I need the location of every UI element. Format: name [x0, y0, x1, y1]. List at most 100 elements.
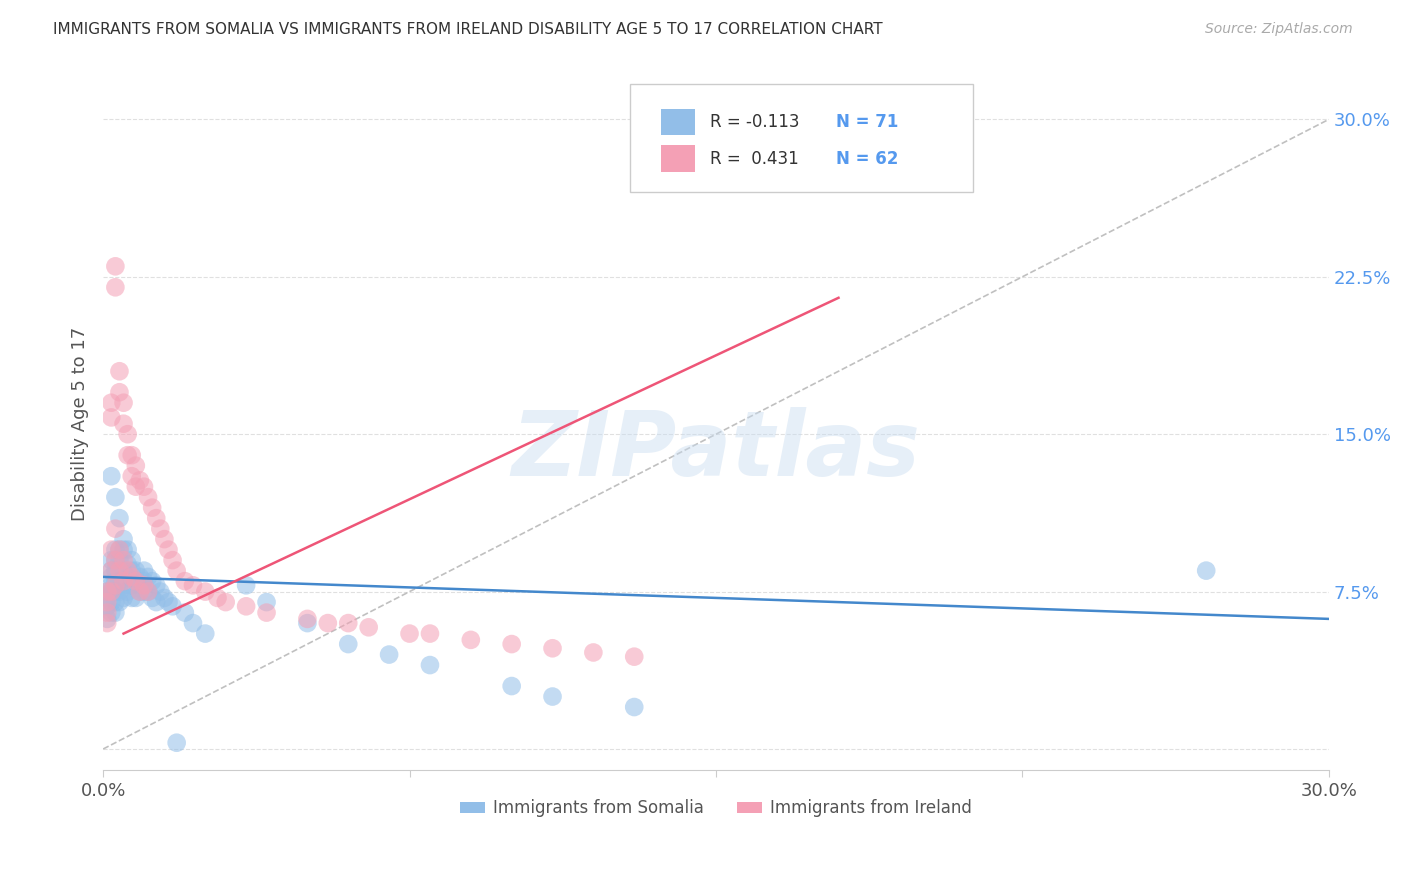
Point: [194, 584, 217, 599]
Point: [297, 616, 319, 631]
FancyBboxPatch shape: [630, 85, 973, 192]
Text: IMMIGRANTS FROM SOMALIA VS IMMIGRANTS FROM IRELAND DISABILITY AGE 5 TO 17 CORREL: IMMIGRANTS FROM SOMALIA VS IMMIGRANTS FR…: [53, 22, 883, 37]
Point: [96, 599, 118, 614]
Point: [100, 570, 122, 584]
Point: [104, 606, 127, 620]
Point: [145, 595, 167, 609]
Point: [104, 490, 127, 504]
Point: [235, 599, 257, 614]
Point: [256, 595, 278, 609]
Point: [194, 626, 217, 640]
Point: [153, 532, 176, 546]
Point: [112, 532, 135, 546]
Point: [501, 679, 523, 693]
Point: [129, 584, 152, 599]
Point: [460, 632, 482, 647]
Point: [121, 553, 143, 567]
Point: [100, 584, 122, 599]
Point: [582, 645, 605, 659]
Point: [166, 564, 188, 578]
Point: [316, 616, 339, 631]
Point: [117, 570, 139, 584]
Point: [145, 578, 167, 592]
Point: [337, 616, 360, 631]
Point: [125, 574, 148, 588]
Point: [100, 606, 122, 620]
Point: [157, 542, 180, 557]
Point: [104, 564, 127, 578]
Point: [108, 574, 131, 588]
Point: [108, 564, 131, 578]
Point: [398, 626, 420, 640]
Point: [100, 595, 122, 609]
Point: [117, 427, 139, 442]
Point: [108, 595, 131, 609]
Point: [357, 620, 380, 634]
Point: [378, 648, 401, 662]
Point: [1195, 564, 1218, 578]
Point: [112, 395, 135, 409]
Point: [100, 410, 122, 425]
Point: [112, 542, 135, 557]
Text: N = 71: N = 71: [837, 113, 898, 131]
Point: [141, 500, 163, 515]
Point: [121, 570, 143, 584]
Point: [112, 591, 135, 605]
Point: [235, 578, 257, 592]
Point: [96, 595, 118, 609]
Point: [125, 458, 148, 473]
Text: N = 62: N = 62: [837, 150, 898, 168]
Point: [136, 490, 159, 504]
Point: [104, 280, 127, 294]
Point: [162, 553, 184, 567]
Point: [419, 658, 441, 673]
Point: [136, 584, 159, 599]
Point: [108, 553, 131, 567]
Point: [419, 626, 441, 640]
Point: [104, 595, 127, 609]
Point: [100, 542, 122, 557]
Point: [100, 584, 122, 599]
Point: [215, 595, 238, 609]
Point: [125, 591, 148, 605]
Point: [121, 564, 143, 578]
Point: [108, 385, 131, 400]
Point: [100, 395, 122, 409]
Point: [108, 542, 131, 557]
Text: R =  0.431: R = 0.431: [710, 150, 799, 168]
Point: [104, 542, 127, 557]
Point: [297, 612, 319, 626]
Point: [145, 511, 167, 525]
Point: [96, 584, 118, 599]
Point: [125, 480, 148, 494]
Text: ZIPatlas: ZIPatlas: [512, 408, 921, 495]
Point: [541, 690, 564, 704]
Point: [112, 564, 135, 578]
Text: Source: ZipAtlas.com: Source: ZipAtlas.com: [1205, 22, 1353, 37]
Point: [173, 606, 195, 620]
Point: [157, 595, 180, 609]
Point: [623, 700, 645, 714]
Point: [108, 542, 131, 557]
Point: [104, 578, 127, 592]
Legend: Immigrants from Somalia, Immigrants from Ireland: Immigrants from Somalia, Immigrants from…: [453, 793, 979, 824]
Point: [100, 469, 122, 483]
Point: [125, 564, 148, 578]
Point: [166, 736, 188, 750]
Point: [256, 606, 278, 620]
Point: [100, 564, 122, 578]
Point: [125, 574, 148, 588]
Point: [121, 591, 143, 605]
Point: [207, 591, 229, 605]
Point: [104, 522, 127, 536]
Point: [117, 584, 139, 599]
Point: [108, 584, 131, 599]
Point: [117, 542, 139, 557]
Point: [136, 584, 159, 599]
Point: [96, 591, 118, 605]
Point: [132, 564, 155, 578]
Point: [132, 578, 155, 592]
Point: [173, 574, 195, 588]
Point: [112, 417, 135, 431]
Point: [129, 474, 152, 488]
